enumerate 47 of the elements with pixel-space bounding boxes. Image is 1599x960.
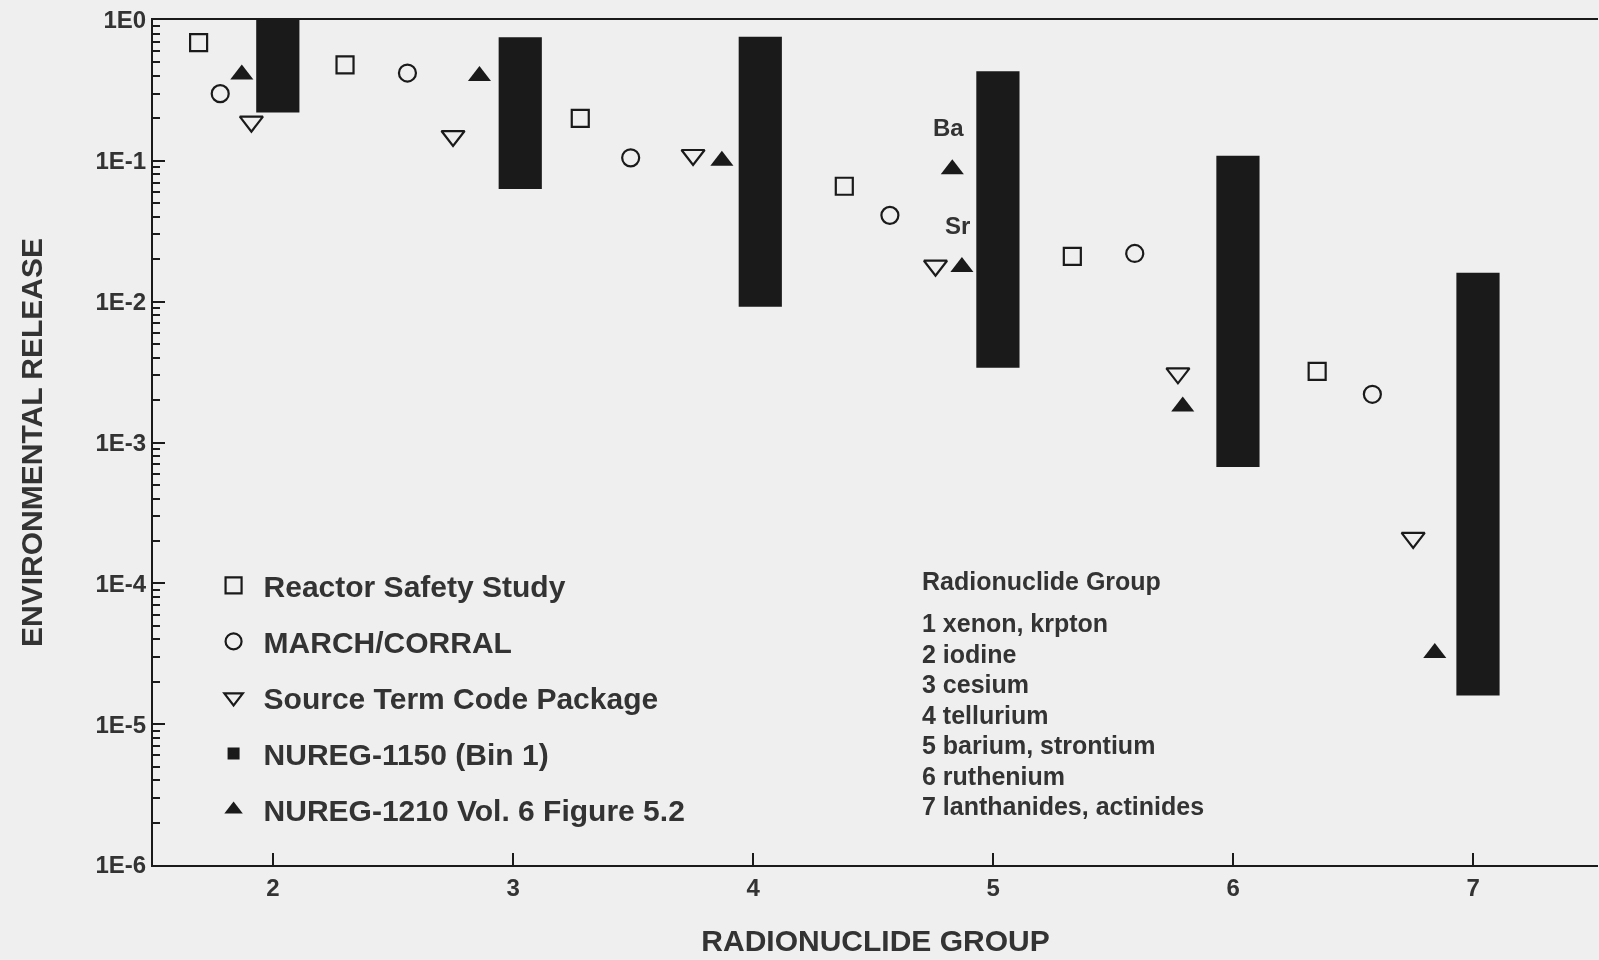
bar — [1216, 155, 1260, 467]
legend-label: NUREG-1210 Vol. 6 Figure 5.2 — [263, 794, 685, 828]
x-tick-label: 4 — [746, 873, 761, 901]
point — [335, 55, 355, 75]
annotation: 2 iodine — [922, 640, 1017, 668]
legend-label: MARCH/CORRAL — [263, 626, 512, 660]
y-axis-title: ENVIRONMENTAL RELEASE — [15, 238, 48, 647]
point — [834, 176, 854, 196]
bar — [498, 37, 542, 190]
y-tick-label: 1E-1 — [95, 147, 147, 175]
point — [1362, 384, 1382, 404]
annotation: 4 tellurium — [922, 701, 1049, 729]
point — [1307, 361, 1327, 381]
legend-label: NUREG-1150 (Bin 1) — [263, 738, 549, 772]
y-tick-label: 1E-6 — [95, 851, 147, 879]
point — [210, 84, 230, 104]
y-tick-label: 1E-2 — [95, 288, 147, 316]
y-tick-label: 1E-5 — [95, 710, 147, 738]
annotation: 5 barium, strontium — [922, 731, 1156, 759]
point — [880, 205, 900, 225]
bar — [738, 36, 782, 307]
x-tick-label: 6 — [1226, 873, 1240, 901]
point — [570, 108, 590, 129]
annotation: 1 xenon, krpton — [922, 609, 1109, 637]
legend-label: Source Term Code Package — [263, 682, 659, 716]
x-tick-label: 3 — [506, 873, 520, 901]
point — [397, 63, 418, 83]
point — [1125, 243, 1145, 264]
annotation: 3 cesium — [922, 670, 1030, 698]
x-tick-label: 7 — [1466, 873, 1480, 901]
y-tick-label: 1E-3 — [95, 428, 147, 456]
annotation: Ba — [933, 114, 965, 141]
bar — [1456, 272, 1500, 696]
annotation: Sr — [945, 212, 971, 239]
legend-label: Reactor Safety Study — [263, 570, 566, 604]
y-tick-label: 1E0 — [103, 6, 147, 34]
point — [1062, 246, 1082, 266]
annotation: 6 ruthenium — [922, 762, 1066, 790]
point — [189, 33, 209, 53]
annotation: 7 lanthanides, actinides — [922, 792, 1205, 820]
bar — [976, 71, 1020, 368]
x-tick-label: 2 — [266, 873, 280, 901]
x-tick-label: 5 — [986, 873, 1000, 901]
x-axis-title: RADIONUCLIDE GROUP — [701, 923, 1050, 957]
annotation: Radionuclide Group — [922, 567, 1161, 595]
point — [621, 148, 641, 168]
y-tick-label: 1E-4 — [95, 569, 147, 597]
